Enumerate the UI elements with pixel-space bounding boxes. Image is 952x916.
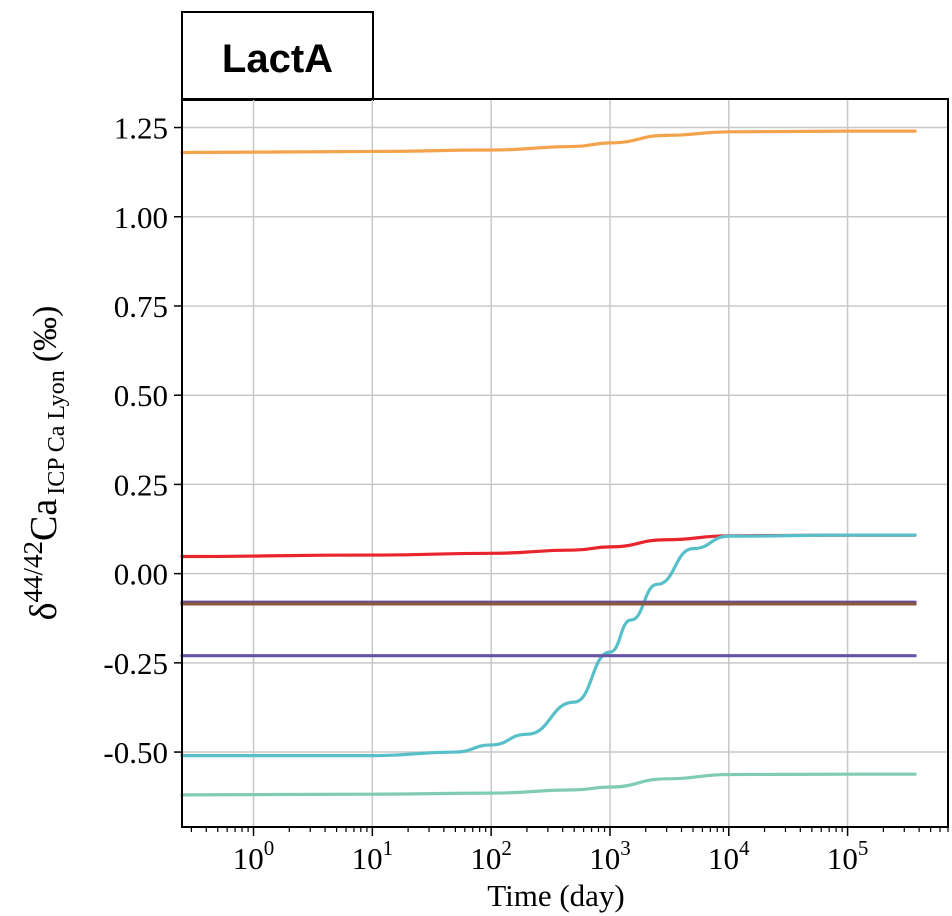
series-line-3 [180,533,917,758]
y-tick-label: -0.50 [103,735,168,770]
x-axis-ticks: 100 101 102 103 104 105 [233,827,869,876]
x-tick-base: 10 [233,841,264,876]
y-label-ca: Ca [23,499,65,541]
series-line-1 [180,129,917,155]
x-tick-base: 10 [352,841,383,876]
x-tick-label: 101 [352,836,394,876]
y-label-delta: δ [23,602,65,620]
y-axis-label: δ44/42Ca ICP Ca Lyon (‰) [18,306,70,621]
x-tick-label: 104 [708,836,750,876]
x-tick-exponent: 1 [383,836,394,860]
x-tick-exponent: 4 [739,836,750,860]
y-tick-label: -0.25 [103,646,168,681]
x-tick-base: 10 [589,841,620,876]
y-tick-label: 0.00 [114,557,168,592]
y-axis-ticks: 1.25 1.00 0.75 0.50 0.25 0.00 -0.25 -0.50 [103,111,182,770]
y-tick-label: 0.75 [114,289,168,324]
title-box: LactA [181,11,374,101]
y-label-subscript: ICP Ca Lyon [44,370,70,494]
y-tick-label: 1.25 [114,111,168,146]
x-tick-label: 100 [233,836,275,876]
y-tick-label: 0.50 [114,378,168,413]
x-tick-base: 10 [827,841,858,876]
series-lines [180,129,917,797]
x-tick-base: 10 [708,841,739,876]
x-tick-base: 10 [470,841,501,876]
x-tick-exponent: 3 [620,836,631,860]
series-line-2 [180,533,917,559]
x-tick-label: 105 [827,836,869,876]
chart-title: LactA [222,37,333,81]
y-label-unit: (‰) [27,306,64,363]
x-tick-label: 102 [470,836,512,876]
grid [182,99,948,827]
x-tick-exponent: 5 [858,836,869,860]
plot-frame [181,98,949,828]
x-tick-label: 103 [589,836,631,876]
svg-text:δ44/42CaICP Ca Lyon(‰): δ44/42Ca ICP Ca Lyon (‰) [18,306,70,621]
y-tick-label: 1.00 [114,200,168,235]
x-axis-label: Time (day) [487,878,625,913]
series-line-7 [180,772,917,797]
x-tick-exponent: 0 [264,836,275,860]
x-minor-ticks [190,827,949,832]
x-tick-exponent: 2 [501,836,512,860]
title-frame [181,11,374,101]
y-label-superscript: 44/42 [18,541,48,603]
y-tick-label: 0.25 [114,467,168,502]
